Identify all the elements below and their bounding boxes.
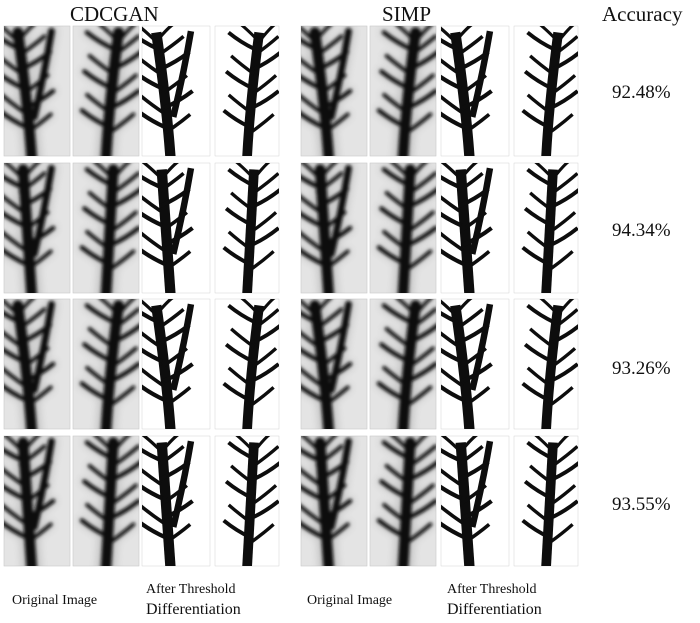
structure-image-panel	[300, 162, 368, 294]
structure-image-panel	[141, 25, 211, 157]
header-cdcgan: CDCGAN	[70, 2, 159, 26]
structure-image-panel	[513, 435, 579, 567]
structure-image-panel	[369, 298, 437, 430]
structure-image-panel	[214, 162, 280, 294]
structure-image-panel	[72, 162, 140, 294]
structure-image-panel	[3, 25, 71, 157]
structure-image-panel	[300, 435, 368, 567]
accuracy-row-3: 93.26%	[612, 358, 671, 379]
caption-differentiation-cdcgan: Differentiation	[146, 601, 241, 618]
structure-image-panel	[369, 162, 437, 294]
structure-image-panel	[300, 298, 368, 430]
caption-after-threshold-cdcgan: After Threshold	[146, 582, 236, 597]
structure-image-panel	[440, 162, 510, 294]
header-simp: SIMP	[382, 2, 432, 26]
structure-image-panel	[3, 298, 71, 430]
structure-image-panel	[369, 25, 437, 157]
accuracy-row-1: 92.48%	[612, 82, 671, 103]
accuracy-row-2: 94.34%	[612, 220, 671, 241]
caption-differentiation-simp: Differentiation	[447, 601, 542, 618]
structure-image-panel	[3, 435, 71, 567]
structure-image-panel	[440, 25, 510, 157]
structure-image-panel	[513, 25, 579, 157]
structure-image-panel	[72, 25, 140, 157]
structure-image-panel	[214, 435, 280, 567]
structure-image-panel	[72, 298, 140, 430]
structure-image-panel	[513, 162, 579, 294]
structure-image-panel	[300, 25, 368, 157]
header-accuracy: Accuracy	[602, 2, 683, 26]
structure-image-panel	[214, 298, 280, 430]
structure-image-panel	[214, 25, 280, 157]
caption-original-image-cdcgan: Original Image	[12, 593, 98, 608]
structure-image-panel	[141, 298, 211, 430]
structure-image-panel	[72, 435, 140, 567]
structure-image-panel	[513, 298, 579, 430]
accuracy-row-4: 93.55%	[612, 494, 671, 515]
structure-image-panel	[369, 435, 437, 567]
structure-image-panel	[3, 162, 71, 294]
structure-image-panel	[141, 162, 211, 294]
structure-image-panel	[440, 435, 510, 567]
structure-image-panel	[440, 298, 510, 430]
caption-original-image-simp: Original Image	[307, 593, 393, 608]
structure-image-panel	[141, 435, 211, 567]
caption-after-threshold-simp: After Threshold	[447, 582, 537, 597]
